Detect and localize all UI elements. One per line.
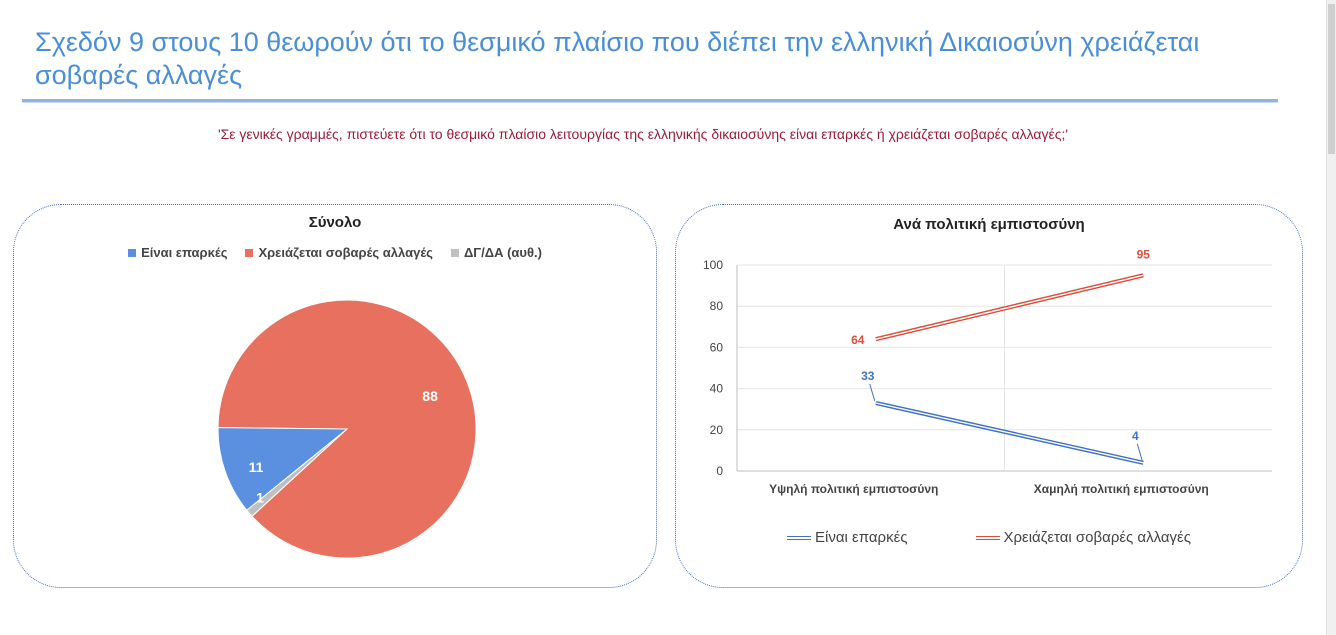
line-chart-title: Ανά πολιτική εμπιστοσύνη [893, 216, 1085, 233]
survey-question: 'Σε γενικές γραμμές, πιστεύετε ότι το θε… [217, 126, 1069, 142]
line-legend-label-sufficient: Είναι επαρκές [815, 529, 908, 546]
pie-legend-item-needs-changes: Χρειάζεται σοβαρές αλλαγές [245, 245, 433, 260]
pie-data-label-dk-na: 1 [256, 490, 264, 506]
series-line-inner-needs-changes [875, 274, 1144, 340]
line-legend-swatch-sufficient [787, 535, 812, 540]
y-tick-label: 0 [716, 464, 723, 478]
data-label-leader [1136, 443, 1143, 461]
pie-legend-swatch-sufficient [128, 248, 137, 257]
line-chart: 0 20 40 60 80 100 Υψηλή πολιτική εμπιστοσύνη Χα… [703, 247, 1272, 496]
scrollbar-thumb[interactable] [1328, 4, 1335, 154]
series-line-inner-sufficient [875, 402, 1144, 464]
line-data-label-sufficient: 33 [861, 369, 875, 383]
line-legend-swatch-needs-changes [975, 535, 1000, 540]
y-tick-label: 40 [710, 382, 724, 396]
data-label-leader [869, 383, 876, 402]
line-legend-item-sufficient: Είναι επαρκές [787, 529, 908, 546]
line-chart-panel: Ανά πολιτική εμπιστοσύνη 0 20 40 60 80 100 Υψη… [675, 204, 1303, 588]
vertical-scrollbar[interactable] [1326, 0, 1336, 635]
x-tick-label: Υψηλή πολιτική εμπιστοσύνη [769, 482, 938, 496]
pie-legend-swatch-needs-changes [245, 248, 254, 257]
line-legend: Είναι επαρκές Χρειάζεται σοβαρές αλλαγές [676, 529, 1302, 546]
pie-legend-item-dk-na: ΔΓ/ΔΑ (αυθ.) [450, 245, 542, 260]
pie-data-label-needs-changes: 88 [422, 388, 438, 404]
y-tick-label: 20 [710, 423, 724, 437]
pie-data-label-sufficient: 11 [249, 459, 264, 475]
pie-legend-swatch-dk-na [450, 248, 459, 257]
pie-legend-label-dk-na: ΔΓ/ΔΑ (αυθ.) [463, 245, 542, 260]
title-divider [22, 99, 1278, 103]
pie-legend: Είναι επαρκές Χρειάζεται σοβαρές αλλαγές… [14, 245, 656, 260]
line-legend-label-needs-changes: Χρειάζεται σοβαρές αλλαγές [1003, 529, 1191, 546]
pie-chart: 1 88 11 [217, 299, 477, 559]
y-tick-label: 100 [703, 258, 723, 272]
pie-chart-panel: Σύνολο Είναι επαρκές Χρειάζεται σοβαρές … [13, 204, 657, 588]
line-legend-item-needs-changes: Χρειάζεται σοβαρές αλλαγές [975, 529, 1191, 546]
y-tick-label: 80 [710, 299, 724, 313]
pie-legend-label-sufficient: Είναι επαρκές [141, 245, 228, 260]
slide-title: Σχεδόν 9 στους 10 θεωρούν ότι το θεσμικό… [35, 27, 1200, 90]
line-data-label-sufficient: 4 [1132, 429, 1139, 443]
pie-slice-sufficient [217, 427, 349, 511]
x-tick-label: Χαμηλή πολιτική εμπιστοσύνη [1034, 482, 1209, 496]
pie-legend-label-needs-changes: Χρειάζεται σοβαρές αλλαγές [258, 245, 433, 260]
line-data-label-needs-changes: 95 [1137, 247, 1151, 261]
y-tick-label: 60 [710, 340, 724, 354]
pie-legend-item-sufficient: Είναι επαρκές [128, 245, 227, 260]
line-data-label-needs-changes: 64 [851, 333, 865, 347]
pie-chart-title: Σύνολο [308, 214, 362, 231]
